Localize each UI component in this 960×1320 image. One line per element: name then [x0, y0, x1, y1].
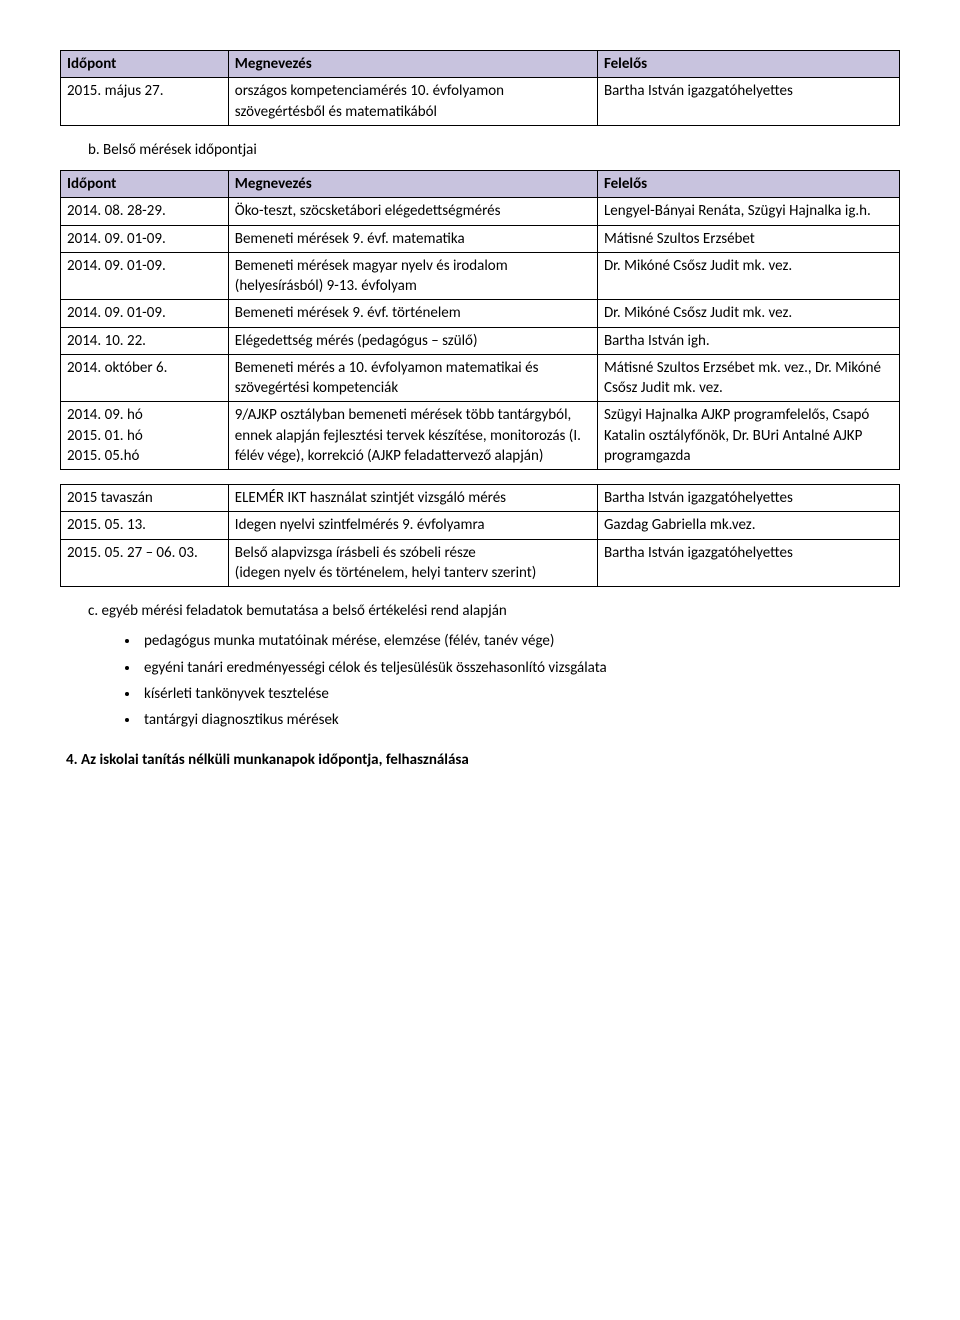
col-header: Időpont: [61, 171, 229, 198]
table-row: 2014. 09. 01-09.Bemeneti mérések 9. évf.…: [61, 300, 900, 327]
cell: 9/AJKP osztályban bemeneti mérések több …: [228, 402, 597, 470]
cell: Dr. Mikóné Csősz Judit mk. vez.: [597, 252, 899, 300]
cell: országos kompetenciamérés 10. évfolyamon…: [228, 78, 597, 126]
table-row: 2015. május 27. országos kompetenciaméré…: [61, 78, 900, 126]
table-row: 2015. 05. 27 – 06. 03.Belső alapvizsga í…: [61, 539, 900, 587]
table-2: Időpont Megnevezés Felelős 2014. 08. 28-…: [60, 170, 900, 470]
cell: Gazdag Gabriella mk.vez.: [597, 512, 899, 539]
cell: Öko-teszt, szöcsketábori elégedettségmér…: [228, 198, 597, 225]
cell: 2015. 05. 27 – 06. 03.: [61, 539, 229, 587]
cell: Szügyi Hajnalka AJKP programfelelős, Csa…: [597, 402, 899, 470]
cell: Bartha István igh.: [597, 327, 899, 354]
table-row: 2015. 05. 13.Idegen nyelvi szintfelmérés…: [61, 512, 900, 539]
col-header: Időpont: [61, 51, 229, 78]
table-1: Időpont Megnevezés Felelős 2015. május 2…: [60, 50, 900, 126]
cell: Bemeneti mérések 9. évf. matematika: [228, 225, 597, 252]
list-item: pedagógus munka mutatóinak mérése, elemz…: [140, 631, 900, 651]
table-row: 2014. október 6.Bemeneti mérés a 10. évf…: [61, 354, 900, 402]
heading-4: 4. Az iskolai tanítás nélküli munkanapok…: [66, 750, 900, 770]
table-row: 2014. 08. 28-29.Öko-teszt, szöcsketábori…: [61, 198, 900, 225]
table-1-head: Időpont Megnevezés Felelős: [61, 51, 900, 78]
cell: Belső alapvizsga írásbeli és szóbeli rés…: [228, 539, 597, 587]
cell: Mátisné Szultos Erzsébet: [597, 225, 899, 252]
cell: 2015. május 27.: [61, 78, 229, 126]
cell: 2014. 09. 01-09.: [61, 300, 229, 327]
table-row: 2014. 09. 01-09.Bemeneti mérések 9. évf.…: [61, 225, 900, 252]
cell: 2014. 09. 01-09.: [61, 225, 229, 252]
cell: Lengyel-Bányai Renáta, Szügyi Hajnalka i…: [597, 198, 899, 225]
cell: Bemeneti mérések magyar nyelv és irodalo…: [228, 252, 597, 300]
cell: ELEMÉR IKT használat szintjét vizsgáló m…: [228, 485, 597, 512]
cell: 2015 tavaszán: [61, 485, 229, 512]
col-header: Felelős: [597, 171, 899, 198]
cell: Idegen nyelvi szintfelmérés 9. évfolyamr…: [228, 512, 597, 539]
table-2-head: Időpont Megnevezés Felelős: [61, 171, 900, 198]
section-c-label: c. egyéb mérési feladatok bemutatása a b…: [88, 601, 900, 621]
cell: Mátisné Szultos Erzsébet mk. vez., Dr. M…: [597, 354, 899, 402]
table-3: 2015 tavaszánELEMÉR IKT használat szintj…: [60, 484, 900, 587]
col-header: Megnevezés: [228, 51, 597, 78]
list-item: kísérleti tankönyvek tesztelése: [140, 684, 900, 704]
list-item: egyéni tanári eredményességi célok és te…: [140, 658, 900, 678]
cell: 2014. október 6.: [61, 354, 229, 402]
col-header: Megnevezés: [228, 171, 597, 198]
cell: Dr. Mikóné Csősz Judit mk. vez.: [597, 300, 899, 327]
cell: Bemeneti mérések 9. évf. történelem: [228, 300, 597, 327]
col-header: Felelős: [597, 51, 899, 78]
cell: 2014. 09. 01-09.: [61, 252, 229, 300]
table-row: 2014. 09. 01-09.Bemeneti mérések magyar …: [61, 252, 900, 300]
cell: 2014. 09. hó 2015. 01. hó 2015. 05.hó: [61, 402, 229, 470]
section-b-label: b. Belső mérések időpontjai: [88, 140, 900, 160]
cell: 2014. 08. 28-29.: [61, 198, 229, 225]
cell: Bartha István igazgatóhelyettes: [597, 485, 899, 512]
table-row: 2014. 09. hó 2015. 01. hó 2015. 05.hó9/A…: [61, 402, 900, 470]
cell: Bartha István igazgatóhelyettes: [597, 78, 899, 126]
table-row: 2014. 10. 22.Elégedettség mérés (pedagóg…: [61, 327, 900, 354]
cell: 2014. 10. 22.: [61, 327, 229, 354]
cell: Bartha István igazgatóhelyettes: [597, 539, 899, 587]
table-row: 2015 tavaszánELEMÉR IKT használat szintj…: [61, 485, 900, 512]
cell: Elégedettség mérés (pedagógus – szülő): [228, 327, 597, 354]
cell: Bemeneti mérés a 10. évfolyamon matemati…: [228, 354, 597, 402]
list-item: tantárgyi diagnosztikus mérések: [140, 710, 900, 730]
cell: 2015. 05. 13.: [61, 512, 229, 539]
bullet-list: pedagógus munka mutatóinak mérése, elemz…: [140, 631, 900, 730]
